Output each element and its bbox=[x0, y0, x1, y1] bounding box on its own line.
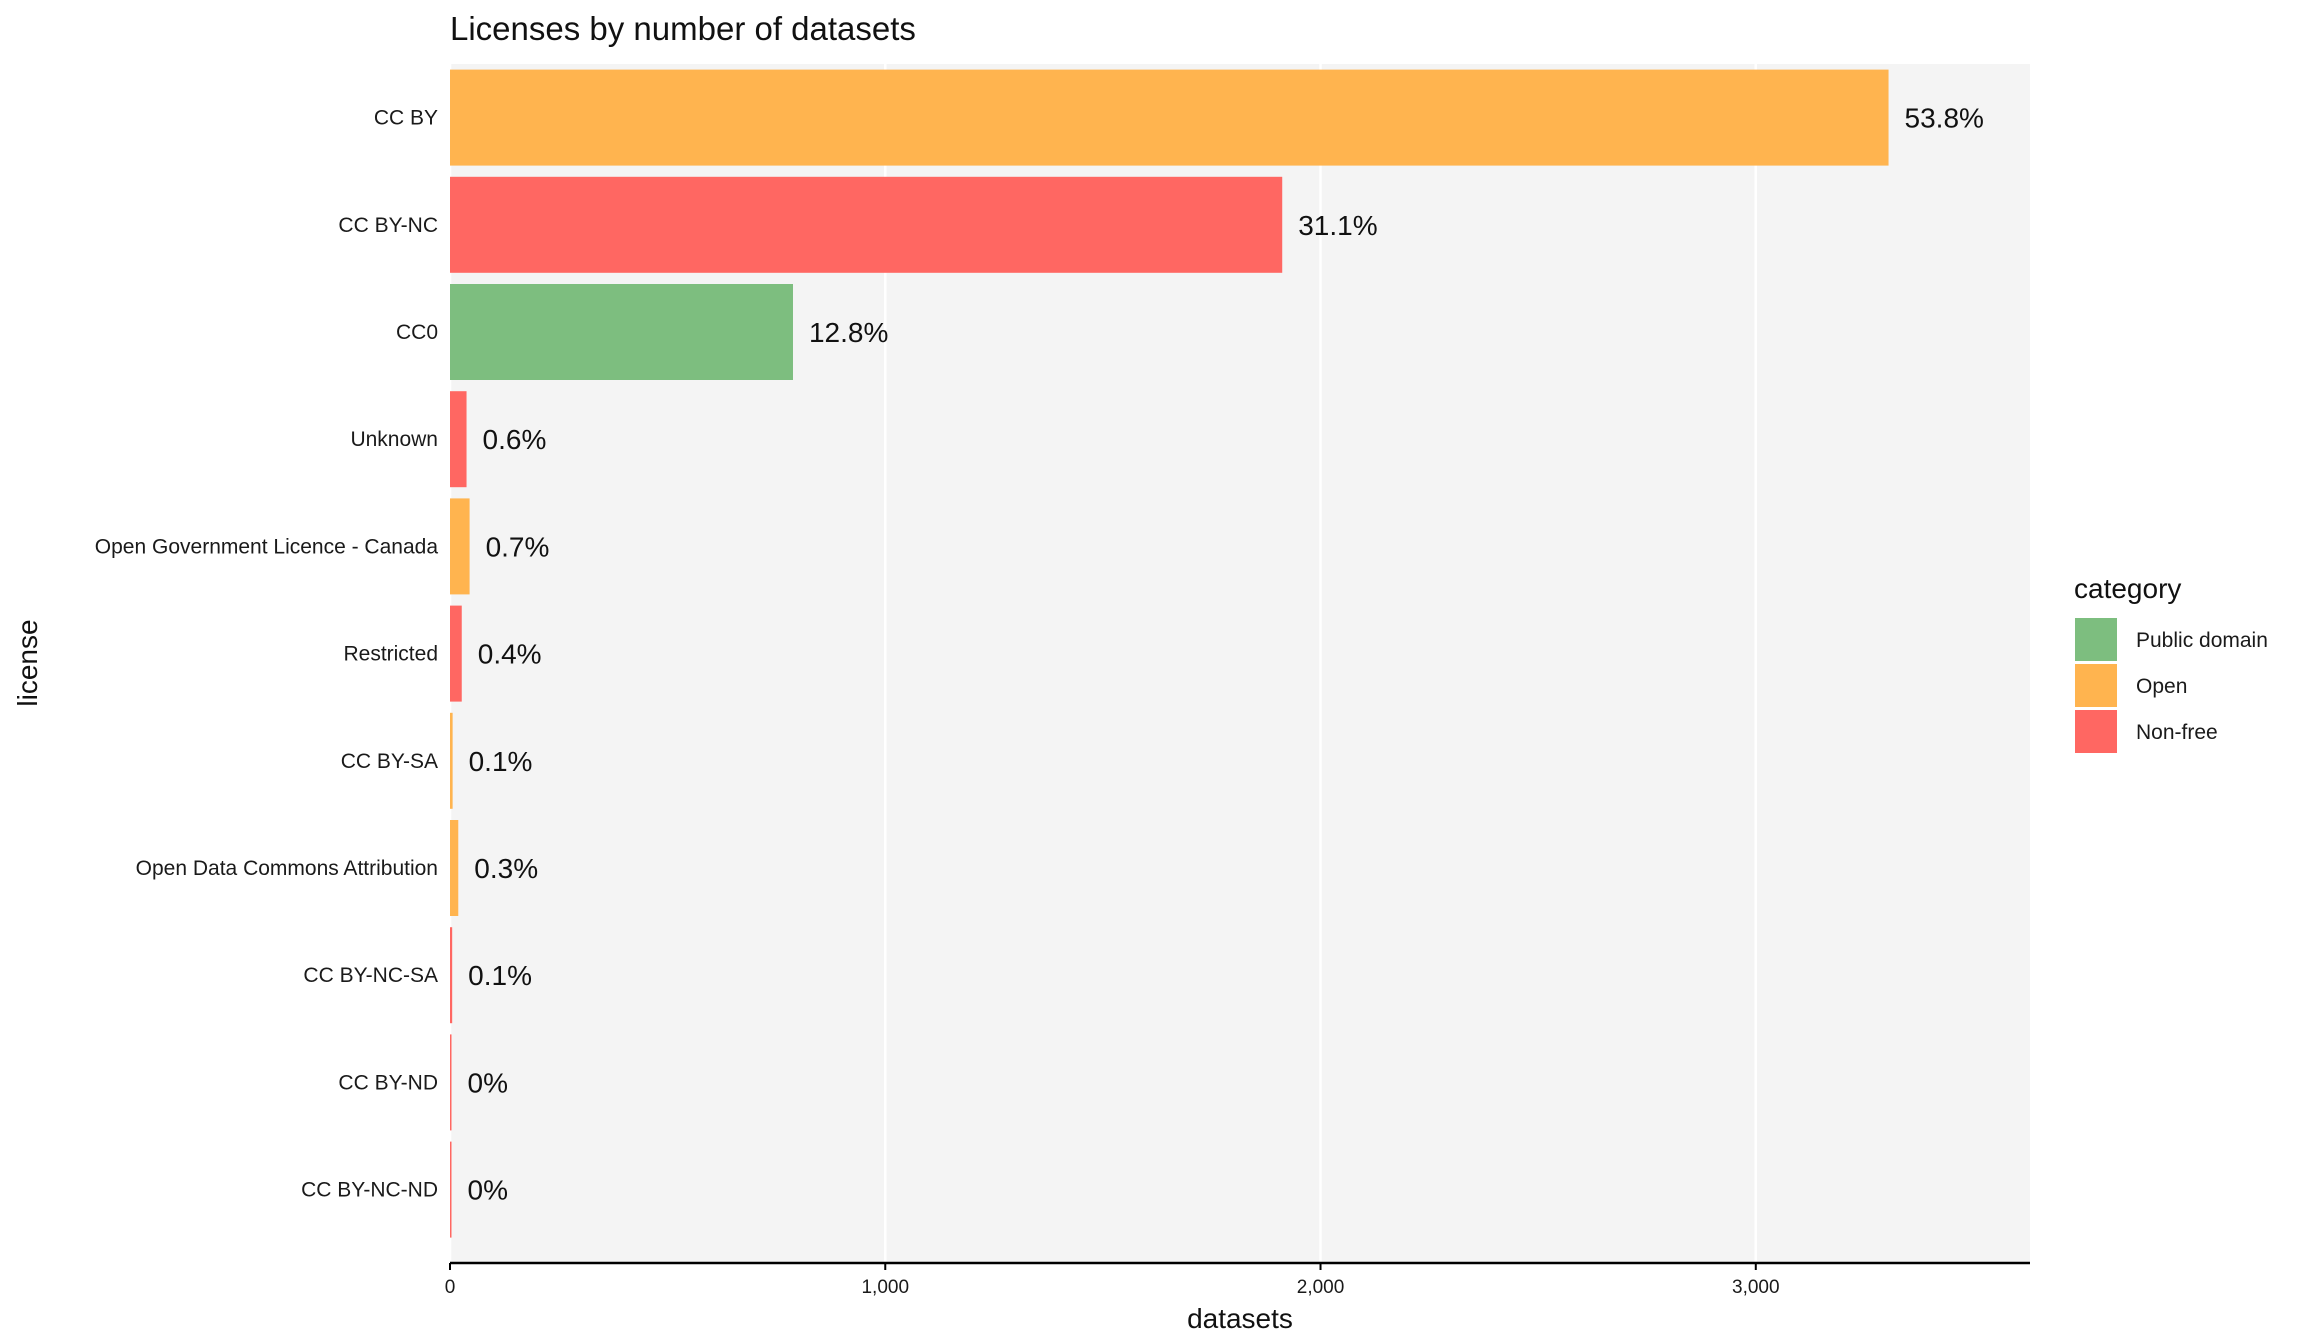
data-label: 12.8% bbox=[809, 317, 888, 348]
bar-cc-by-nc-sa bbox=[450, 927, 453, 1024]
bar-cc-by-nc bbox=[450, 176, 1283, 273]
legend-label: Public domain bbox=[2136, 629, 2268, 652]
legend-swatch bbox=[2075, 618, 2117, 661]
category-label: Open Data Commons Attribution bbox=[136, 857, 438, 880]
x-tick-label: 2,000 bbox=[1297, 1277, 1345, 1298]
legend-label: Open bbox=[2136, 675, 2187, 698]
category-label: Unknown bbox=[350, 428, 438, 451]
data-label: 53.8% bbox=[1905, 103, 1984, 134]
y-axis-title: license bbox=[12, 619, 43, 706]
category-label: CC BY-ND bbox=[338, 1071, 438, 1094]
bars-group bbox=[450, 69, 1889, 1238]
x-axis-title: datasets bbox=[1187, 1303, 1293, 1334]
category-label: CC BY-NC bbox=[338, 214, 438, 237]
bar-restricted bbox=[450, 605, 462, 702]
category-labels-group: CC BY CC BY-NC CC0 Unknown Open Government L… bbox=[95, 107, 439, 1202]
data-label: 0.6% bbox=[483, 424, 547, 455]
data-labels-group: 53.8% 31.1% 12.8% 0.6% 0.7% 0.4% 0.1% 0.3% 0.1% 0… bbox=[468, 103, 1984, 1206]
legend-swatch bbox=[2075, 664, 2117, 707]
legend-title: category bbox=[2074, 573, 2181, 604]
legend-label: Non-free bbox=[2136, 721, 2218, 744]
category-label: CC BY-SA bbox=[341, 750, 438, 773]
category-label: CC BY-NC-SA bbox=[303, 964, 438, 987]
category-label: Open Government Licence - Canada bbox=[95, 535, 439, 558]
legend-swatch bbox=[2075, 710, 2117, 753]
data-label: 31.1% bbox=[1298, 210, 1377, 241]
data-label: 0% bbox=[468, 1175, 508, 1206]
bar-open-data-commons-attribution bbox=[450, 820, 459, 916]
bar-cc-by-sa bbox=[450, 712, 453, 809]
bar-open-government-licence-canada bbox=[450, 498, 470, 595]
x-axis-ticks: 0 1,000 2,000 3,000 bbox=[445, 1263, 1780, 1298]
bar-unknown bbox=[450, 391, 467, 488]
data-label: 0.1% bbox=[469, 746, 533, 777]
category-label: CC BY-NC-ND bbox=[301, 1179, 438, 1202]
bar-cc-by-nc-nd bbox=[450, 1141, 452, 1238]
x-tick-label: 0 bbox=[445, 1277, 456, 1298]
x-tick-label: 3,000 bbox=[1732, 1277, 1780, 1298]
category-label: CC BY bbox=[374, 107, 438, 130]
category-label: Restricted bbox=[343, 643, 438, 666]
x-tick-label: 1,000 bbox=[861, 1277, 909, 1298]
bar-cc-by-nd bbox=[450, 1034, 452, 1131]
legend-items: Public domain Open Non-free bbox=[2075, 618, 2268, 753]
bar-cc-by bbox=[450, 69, 1889, 166]
data-label: 0% bbox=[468, 1067, 508, 1098]
data-label: 0.4% bbox=[478, 639, 542, 670]
chart-title: Licenses by number of datasets bbox=[450, 10, 916, 47]
data-label: 0.3% bbox=[474, 853, 538, 884]
data-label: 0.7% bbox=[486, 531, 550, 562]
category-label: CC0 bbox=[396, 321, 438, 344]
bar-cc0 bbox=[450, 284, 793, 380]
legend: category Public domain Open Non-free bbox=[2074, 573, 2268, 753]
data-label: 0.1% bbox=[468, 960, 532, 991]
